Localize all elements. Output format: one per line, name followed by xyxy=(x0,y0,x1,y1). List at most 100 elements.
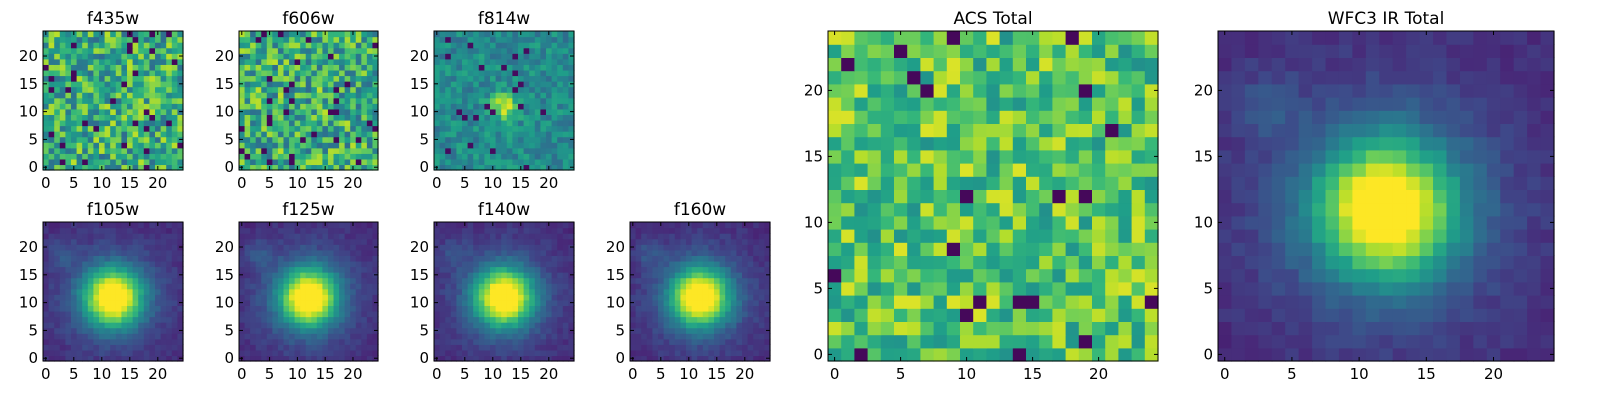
heatmap-cell xyxy=(244,327,251,334)
heatmap-cell xyxy=(680,305,687,312)
heatmap-cell xyxy=(456,260,463,268)
heatmap-cell xyxy=(764,288,771,295)
heatmap-cell xyxy=(71,238,78,245)
heatmap-cell xyxy=(54,69,61,77)
heatmap-cell xyxy=(646,222,653,229)
heatmap-cell xyxy=(177,42,184,49)
heatmap-cell xyxy=(697,238,704,245)
heatmap-cell xyxy=(244,227,251,234)
heatmap-cell xyxy=(986,149,1001,164)
heatmap-cell xyxy=(110,310,117,318)
heatmap-cell xyxy=(551,142,558,149)
heatmap-cell xyxy=(361,158,368,166)
heatmap-cell xyxy=(171,349,178,357)
heatmap-cell xyxy=(121,222,128,229)
heatmap-cell xyxy=(529,47,536,54)
heatmap-cell xyxy=(1118,281,1133,296)
heatmap-cell xyxy=(166,119,173,127)
heatmap-cell xyxy=(445,103,452,110)
heatmap-cell xyxy=(115,114,122,121)
heatmap-cell xyxy=(450,158,457,166)
heatmap-cell xyxy=(490,238,497,245)
heatmap-cell xyxy=(484,327,491,334)
heatmap-cell xyxy=(244,244,251,251)
heatmap-cell xyxy=(512,288,519,295)
heatmap-cell xyxy=(250,349,257,357)
heatmap-cell xyxy=(512,238,519,245)
heatmap-cell xyxy=(518,316,525,323)
heatmap-cell xyxy=(490,136,497,143)
heatmap-cell xyxy=(311,322,318,329)
heatmap-cell xyxy=(641,244,648,251)
heatmap-cell xyxy=(65,238,72,245)
heatmap-cell xyxy=(462,97,469,104)
heatmap-cell xyxy=(305,227,312,234)
heatmap-cell xyxy=(730,233,737,240)
heatmap-cell xyxy=(149,255,156,262)
heatmap-cell xyxy=(289,310,296,318)
heatmap-cell xyxy=(305,97,312,104)
heatmap-cell xyxy=(445,283,452,290)
heatmap-cell xyxy=(445,272,452,279)
heatmap-cell xyxy=(350,283,357,290)
heatmap-cell xyxy=(59,305,66,312)
heatmap-cell xyxy=(43,97,50,104)
heatmap-cell xyxy=(266,47,273,54)
heatmap-cell xyxy=(355,119,362,127)
heatmap-cell xyxy=(880,149,895,164)
heatmap-cell xyxy=(546,272,553,279)
heatmap-cell xyxy=(255,272,262,279)
heatmap-cell xyxy=(333,333,340,340)
heatmap-cell xyxy=(339,136,346,143)
heatmap-cell xyxy=(501,97,508,104)
heatmap-cell xyxy=(867,163,882,177)
heatmap-cell xyxy=(658,327,665,334)
heatmap-cell xyxy=(551,136,558,143)
heatmap-cell xyxy=(177,97,184,104)
heatmap-cell xyxy=(445,305,452,312)
heatmap-cell xyxy=(562,36,569,43)
heatmap-cell xyxy=(149,86,156,93)
heatmap-cell xyxy=(327,164,335,171)
heatmap-cell xyxy=(652,238,659,245)
heatmap-cell xyxy=(708,260,715,268)
heatmap-cell xyxy=(562,58,569,65)
heatmap-cell xyxy=(361,86,368,93)
heatmap-cell xyxy=(289,266,296,273)
heatmap-cell xyxy=(462,75,469,82)
heatmap-cell xyxy=(327,136,335,143)
heatmap-cell xyxy=(333,142,340,149)
heatmap-cell xyxy=(333,310,340,318)
heatmap-cell xyxy=(714,333,721,340)
heatmap-cell xyxy=(255,86,262,93)
heatmap-cell xyxy=(239,158,246,166)
heatmap-cell xyxy=(333,164,340,171)
heatmap-cell xyxy=(149,322,156,329)
heatmap-cell xyxy=(434,158,441,166)
heatmap-cell xyxy=(495,58,502,65)
heatmap-cell xyxy=(132,349,139,357)
heatmap-cell xyxy=(115,92,122,99)
heatmap-cell xyxy=(344,277,351,284)
heatmap-cell xyxy=(99,260,106,268)
heatmap-cell xyxy=(663,294,670,301)
heatmap-cell xyxy=(277,103,285,110)
heatmap-cell xyxy=(115,316,122,323)
heatmap-cell xyxy=(283,81,290,88)
heatmap-cell xyxy=(149,249,156,256)
heatmap-cell xyxy=(490,114,497,121)
heatmap-cell xyxy=(753,322,760,329)
heatmap-cell xyxy=(663,327,670,334)
heatmap-cell xyxy=(160,108,167,115)
heatmap-cell xyxy=(1131,255,1146,270)
heatmap-cell xyxy=(501,75,508,82)
heatmap-cell xyxy=(65,75,72,82)
heatmap-cell xyxy=(48,164,55,171)
heatmap-cell xyxy=(344,92,351,99)
heatmap-cell xyxy=(261,233,268,240)
heatmap-cell xyxy=(725,249,732,256)
heatmap-cell xyxy=(501,294,508,301)
heatmap-cell xyxy=(534,36,541,43)
heatmap-cell xyxy=(434,131,441,138)
heatmap-cell xyxy=(239,92,246,99)
